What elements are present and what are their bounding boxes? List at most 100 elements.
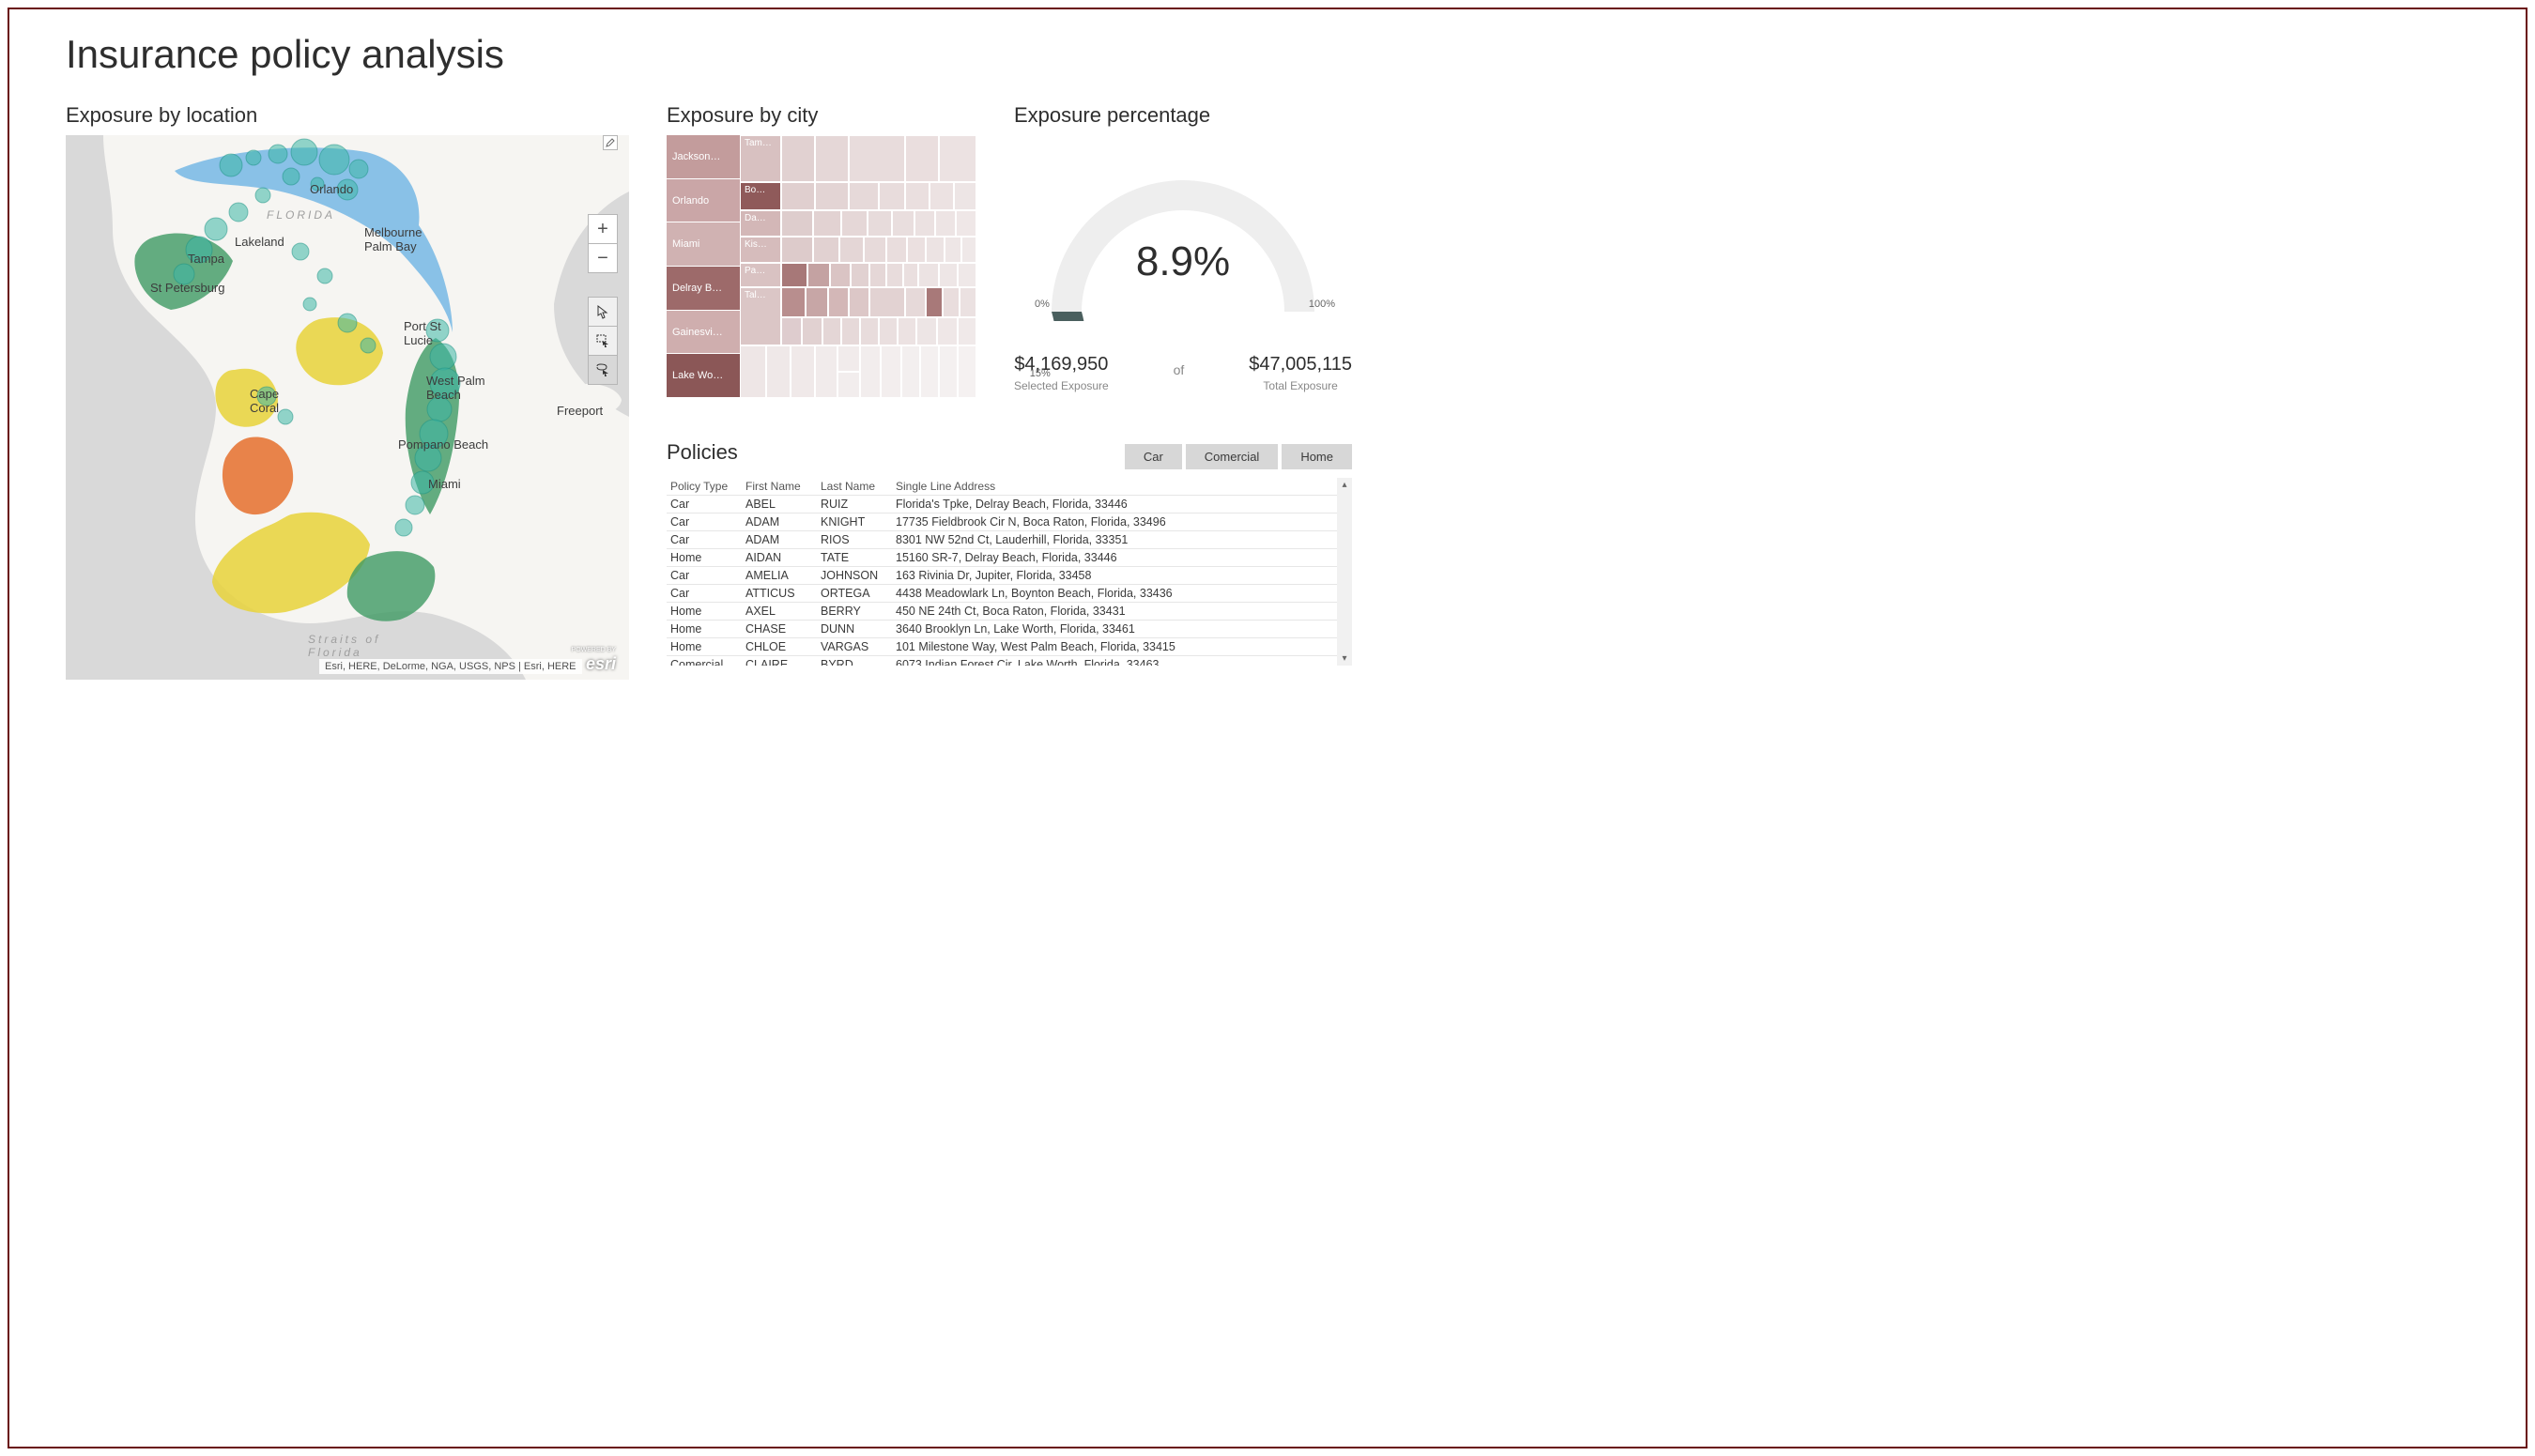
treemap-cell[interactable] xyxy=(958,263,976,287)
treemap-cell[interactable] xyxy=(766,345,791,398)
treemap-cell[interactable] xyxy=(901,345,920,398)
treemap-cell[interactable] xyxy=(860,317,879,345)
treemap-cell[interactable] xyxy=(740,345,766,398)
scroll-up-icon[interactable]: ▴ xyxy=(1342,480,1346,490)
treemap-row-label[interactable]: Orlando xyxy=(667,179,740,223)
treemap-cell[interactable] xyxy=(837,345,860,372)
treemap-cell[interactable]: Tam… xyxy=(740,135,781,182)
treemap-cell[interactable] xyxy=(879,317,898,345)
scroll-down-icon[interactable]: ▾ xyxy=(1342,653,1346,664)
policies-column-header[interactable]: First Name xyxy=(745,480,821,493)
treemap-cell[interactable] xyxy=(851,263,869,287)
treemap-cell[interactable] xyxy=(828,287,849,317)
treemap-cell[interactable] xyxy=(961,237,976,263)
treemap-cell[interactable] xyxy=(869,287,905,317)
filter-button-car[interactable]: Car xyxy=(1125,444,1182,469)
treemap-cell[interactable] xyxy=(914,210,935,237)
treemap-cell[interactable] xyxy=(881,345,901,398)
treemap-cell[interactable] xyxy=(864,237,886,263)
treemap-cell[interactable] xyxy=(903,263,918,287)
treemap-row-label[interactable]: Jackson… xyxy=(667,135,740,179)
treemap-cell[interactable] xyxy=(860,345,881,398)
treemap-cell[interactable] xyxy=(815,345,837,398)
table-row[interactable]: CarABELRUIZFlorida's Tpke, Delray Beach,… xyxy=(667,496,1337,513)
treemap-cell[interactable] xyxy=(943,287,960,317)
table-row[interactable]: HomeCHLOEVARGAS101 Milestone Way, West P… xyxy=(667,638,1337,656)
treemap-cell[interactable] xyxy=(954,182,976,210)
treemap-cell[interactable] xyxy=(781,182,815,210)
treemap-row-label[interactable]: Gainesvi… xyxy=(667,311,740,355)
treemap-cell[interactable] xyxy=(781,135,815,182)
treemap-visual[interactable]: Jackson…OrlandoMiamiDelray B…Gainesvi…La… xyxy=(667,135,976,398)
treemap-cell[interactable] xyxy=(791,345,815,398)
treemap-cell[interactable] xyxy=(830,263,851,287)
treemap-cell[interactable] xyxy=(806,287,828,317)
treemap-cell[interactable] xyxy=(815,182,849,210)
policies-column-header[interactable]: Last Name xyxy=(821,480,896,493)
treemap-cell[interactable] xyxy=(939,263,958,287)
pointer-tool-icon[interactable] xyxy=(588,297,618,327)
treemap-cell[interactable]: Tal… xyxy=(740,287,781,345)
treemap-cell[interactable] xyxy=(849,135,905,182)
treemap-cell[interactable] xyxy=(930,182,954,210)
filter-button-comercial[interactable]: Comercial xyxy=(1186,444,1279,469)
treemap-cell[interactable] xyxy=(815,135,849,182)
treemap-cell[interactable] xyxy=(920,345,939,398)
treemap-cell[interactable] xyxy=(807,263,830,287)
table-row[interactable]: CarAMELIAJOHNSON163 Rivinia Dr, Jupiter,… xyxy=(667,567,1337,585)
table-row[interactable]: HomeAIDANTATE15160 SR-7, Delray Beach, F… xyxy=(667,549,1337,567)
filter-button-home[interactable]: Home xyxy=(1282,444,1352,469)
treemap-cell[interactable] xyxy=(960,287,976,317)
table-row[interactable]: HomeCHASEDUNN3640 Brooklyn Ln, Lake Wort… xyxy=(667,621,1337,638)
treemap-cell[interactable] xyxy=(958,317,976,345)
treemap-cell[interactable] xyxy=(849,287,869,317)
treemap-cell[interactable] xyxy=(905,182,930,210)
treemap-cell[interactable] xyxy=(822,317,841,345)
treemap-cell[interactable] xyxy=(886,263,903,287)
treemap-cell[interactable] xyxy=(868,210,892,237)
zoom-in-button[interactable]: + xyxy=(588,214,618,244)
treemap-cell[interactable] xyxy=(958,345,976,398)
policies-column-header[interactable]: Single Line Address xyxy=(896,480,1333,493)
treemap-cell[interactable] xyxy=(937,317,958,345)
treemap-cell[interactable] xyxy=(781,263,807,287)
treemap-cell[interactable] xyxy=(905,135,939,182)
rectangle-select-tool-icon[interactable] xyxy=(588,326,618,356)
treemap-cell[interactable]: Bo… xyxy=(740,182,781,210)
treemap-row-label[interactable]: Delray B… xyxy=(667,267,740,311)
treemap-cell[interactable] xyxy=(926,287,943,317)
treemap-cell[interactable] xyxy=(802,317,822,345)
table-row[interactable]: HomeAXELBERRY450 NE 24th Ct, Boca Raton,… xyxy=(667,603,1337,621)
treemap-cell[interactable] xyxy=(781,237,813,263)
treemap-cell[interactable] xyxy=(918,263,939,287)
policies-scrollbar[interactable]: ▴ ▾ xyxy=(1337,478,1352,666)
treemap-cell[interactable] xyxy=(813,237,839,263)
treemap-cell[interactable] xyxy=(781,210,813,237)
treemap-cell[interactable] xyxy=(939,135,976,182)
policies-table[interactable]: Policy TypeFirst NameLast NameSingle Lin… xyxy=(667,478,1337,666)
treemap-cell[interactable] xyxy=(849,182,879,210)
treemap-cell[interactable] xyxy=(926,237,945,263)
treemap-cell[interactable] xyxy=(837,372,860,398)
treemap-row-label[interactable]: Miami xyxy=(667,222,740,267)
treemap-cell[interactable] xyxy=(841,317,860,345)
treemap-cell[interactable]: Pa… xyxy=(740,263,781,287)
treemap-cell[interactable] xyxy=(945,237,961,263)
zoom-out-button[interactable]: − xyxy=(588,243,618,273)
policies-column-header[interactable]: Policy Type xyxy=(670,480,745,493)
treemap-cell[interactable] xyxy=(939,345,958,398)
edit-icon[interactable] xyxy=(603,135,618,150)
treemap-cell[interactable] xyxy=(892,210,914,237)
treemap-cell[interactable] xyxy=(839,237,864,263)
lasso-select-tool-icon[interactable] xyxy=(588,355,618,385)
treemap-cell[interactable]: Da… xyxy=(740,210,781,237)
treemap-cell[interactable] xyxy=(879,182,905,210)
treemap-cell[interactable] xyxy=(781,287,806,317)
treemap-cell[interactable]: Kis… xyxy=(740,237,781,263)
map-visual[interactable]: + − OrlandoLakelandTampaSt PetersburgMel… xyxy=(66,135,629,680)
treemap-cell[interactable] xyxy=(907,237,926,263)
table-row[interactable]: CarADAMKNIGHT17735 Fieldbrook Cir N, Boc… xyxy=(667,513,1337,531)
treemap-cell[interactable] xyxy=(898,317,916,345)
treemap-cell[interactable] xyxy=(956,210,976,237)
table-row[interactable]: CarATTICUSORTEGA4438 Meadowlark Ln, Boyn… xyxy=(667,585,1337,603)
